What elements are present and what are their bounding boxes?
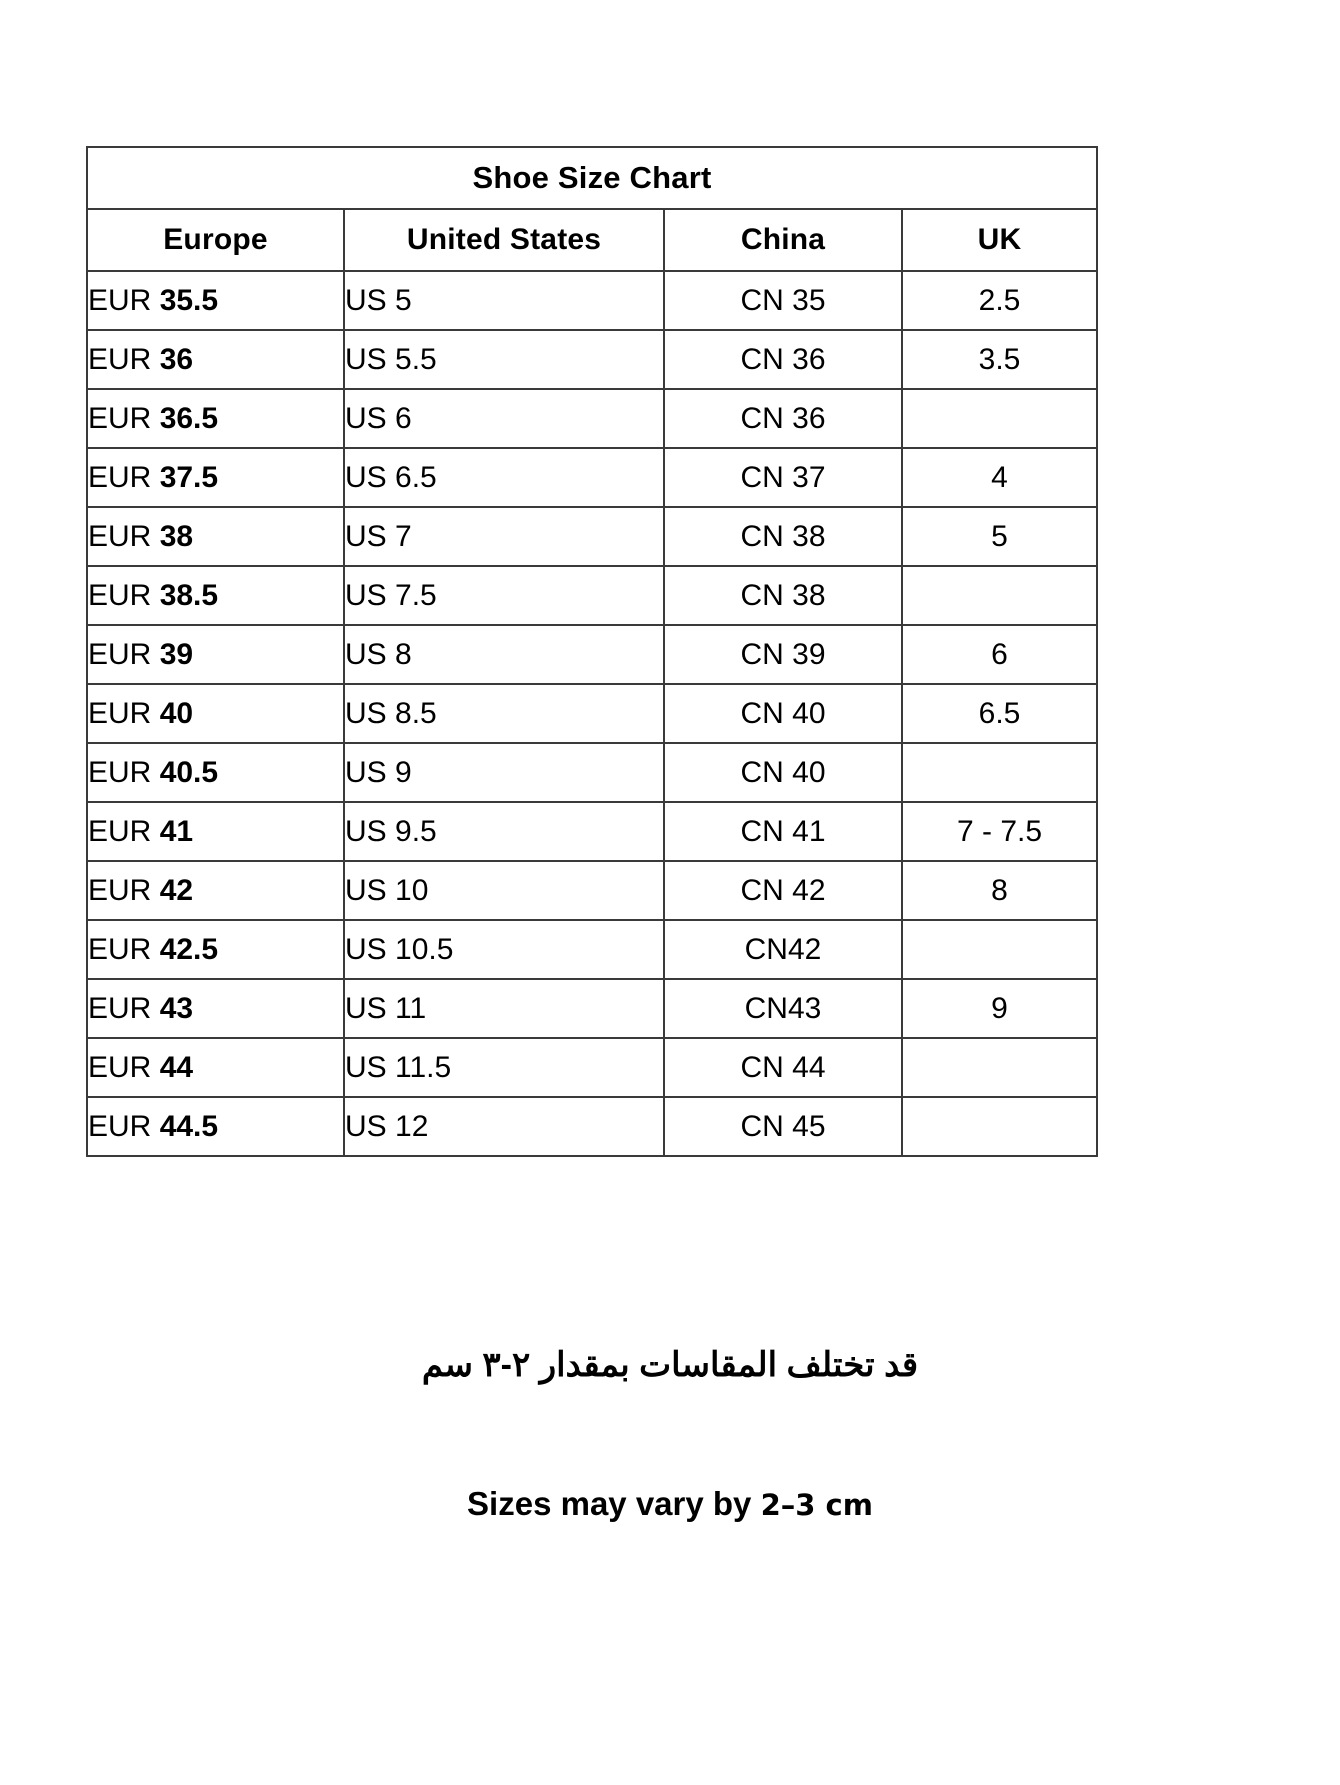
cell-uk bbox=[901, 388, 1098, 449]
cell-united-states: US 8 bbox=[343, 624, 665, 685]
table-row: EUR 44.5 US 12 CN 45 bbox=[86, 1096, 1098, 1157]
cell-uk bbox=[901, 1096, 1098, 1157]
table-row: EUR 42.5 US 10.5 CN42 bbox=[86, 919, 1098, 980]
cell-europe: EUR 40.5 bbox=[86, 742, 345, 803]
table-row: EUR 39 US 8 CN 39 6 bbox=[86, 624, 1098, 685]
cell-china: CN 37 bbox=[663, 447, 903, 508]
table-row: EUR 44 US 11.5 CN 44 bbox=[86, 1037, 1098, 1098]
table-row: EUR 43 US 11 CN43 9 bbox=[86, 978, 1098, 1039]
cell-uk bbox=[901, 1037, 1098, 1098]
cell-china: CN 39 bbox=[663, 624, 903, 685]
cell-united-states: US 9 bbox=[343, 742, 665, 803]
cell-united-states: US 10 bbox=[343, 860, 665, 921]
caption-arabic: قد تختلف المقاسات بمقدار ٢-٣ سم bbox=[421, 1346, 919, 1384]
cell-china: CN 40 bbox=[663, 683, 903, 744]
cell-europe: EUR 42 bbox=[86, 860, 345, 921]
caption-english: Sizes may vary by 2–3 cm bbox=[0, 1484, 1340, 1524]
column-header-europe: Europe bbox=[86, 208, 345, 272]
cell-europe: EUR 41 bbox=[86, 801, 345, 862]
cell-united-states: US 6 bbox=[343, 388, 665, 449]
column-header-china: China bbox=[663, 208, 903, 272]
table-row: EUR 37.5 US 6.5 CN 37 4 bbox=[86, 447, 1098, 508]
cell-uk: 4 bbox=[901, 447, 1098, 508]
table-row: EUR 40.5 US 9 CN 40 bbox=[86, 742, 1098, 803]
cell-uk: 6.5 bbox=[901, 683, 1098, 744]
cell-europe: EUR 42.5 bbox=[86, 919, 345, 980]
size-chart-container: Shoe Size Chart Europe United States Chi… bbox=[86, 146, 1098, 1157]
cell-china: CN 45 bbox=[663, 1096, 903, 1157]
table-row: EUR 36 US 5.5 CN 36 3.5 bbox=[86, 329, 1098, 390]
cell-united-states: US 7 bbox=[343, 506, 665, 567]
cell-uk bbox=[901, 919, 1098, 980]
cell-europe: EUR 37.5 bbox=[86, 447, 345, 508]
cell-uk bbox=[901, 565, 1098, 626]
cell-united-states: US 11.5 bbox=[343, 1037, 665, 1098]
cell-united-states: US 5.5 bbox=[343, 329, 665, 390]
cell-uk bbox=[901, 742, 1098, 803]
cell-europe: EUR 38.5 bbox=[86, 565, 345, 626]
table-row: EUR 42 US 10 CN 42 8 bbox=[86, 860, 1098, 921]
cell-china: CN 38 bbox=[663, 506, 903, 567]
table-body: EUR 35.5 US 5 CN 35 2.5 EUR 36 US 5.5 CN 36 3.5… bbox=[86, 270, 1098, 1157]
table-row: EUR 41 US 9.5 CN 41 7 - 7.5 bbox=[86, 801, 1098, 862]
cell-europe: EUR 36 bbox=[86, 329, 345, 390]
cell-uk: 3.5 bbox=[901, 329, 1098, 390]
column-header-united-states: United States bbox=[343, 208, 665, 272]
cell-china: CN 38 bbox=[663, 565, 903, 626]
column-header-uk: UK bbox=[901, 208, 1098, 272]
table-column-header-row: Europe United States China UK bbox=[86, 208, 1098, 272]
cell-europe: EUR 43 bbox=[86, 978, 345, 1039]
cell-united-states: US 10.5 bbox=[343, 919, 665, 980]
cell-united-states: US 5 bbox=[343, 270, 665, 331]
cell-uk: 6 bbox=[901, 624, 1098, 685]
caption-english-text: Sizes may vary by bbox=[467, 1485, 761, 1522]
cell-uk: 2.5 bbox=[901, 270, 1098, 331]
cell-europe: EUR 38 bbox=[86, 506, 345, 567]
table-row: EUR 38 US 7 CN 38 5 bbox=[86, 506, 1098, 567]
cell-china: CN 42 bbox=[663, 860, 903, 921]
cell-uk: 5 bbox=[901, 506, 1098, 567]
cell-uk: 7 - 7.5 bbox=[901, 801, 1098, 862]
table-row: EUR 38.5 US 7.5 CN 38 bbox=[86, 565, 1098, 626]
table-row: EUR 35.5 US 5 CN 35 2.5 bbox=[86, 270, 1098, 331]
cell-europe: EUR 39 bbox=[86, 624, 345, 685]
cell-united-states: US 11 bbox=[343, 978, 665, 1039]
cell-china: CN 35 bbox=[663, 270, 903, 331]
cell-united-states: US 6.5 bbox=[343, 447, 665, 508]
cell-uk: 9 bbox=[901, 978, 1098, 1039]
caption-english-metric: 2–3 cm bbox=[760, 1488, 873, 1522]
cell-europe: EUR 44.5 bbox=[86, 1096, 345, 1157]
cell-china: CN 41 bbox=[663, 801, 903, 862]
cell-china: CN 36 bbox=[663, 329, 903, 390]
table-row: EUR 36.5 US 6 CN 36 bbox=[86, 388, 1098, 449]
cell-united-states: US 12 bbox=[343, 1096, 665, 1157]
cell-europe: EUR 35.5 bbox=[86, 270, 345, 331]
cell-china: CN42 bbox=[663, 919, 903, 980]
cell-china: CN43 bbox=[663, 978, 903, 1039]
cell-china: CN 36 bbox=[663, 388, 903, 449]
cell-uk: 8 bbox=[901, 860, 1098, 921]
cell-united-states: US 8.5 bbox=[343, 683, 665, 744]
table-title-row: Shoe Size Chart bbox=[86, 146, 1098, 210]
cell-europe: EUR 40 bbox=[86, 683, 345, 744]
table-header: Shoe Size Chart Europe United States Chi… bbox=[86, 146, 1098, 272]
cell-europe: EUR 44 bbox=[86, 1037, 345, 1098]
chart-title: Shoe Size Chart bbox=[86, 146, 1098, 210]
cell-europe: EUR 36.5 bbox=[86, 388, 345, 449]
cell-united-states: US 9.5 bbox=[343, 801, 665, 862]
cell-china: CN 40 bbox=[663, 742, 903, 803]
table-row: EUR 40 US 8.5 CN 40 6.5 bbox=[86, 683, 1098, 744]
cell-united-states: US 7.5 bbox=[343, 565, 665, 626]
shoe-size-chart-table: Shoe Size Chart Europe United States Chi… bbox=[86, 146, 1098, 1157]
cell-china: CN 44 bbox=[663, 1037, 903, 1098]
